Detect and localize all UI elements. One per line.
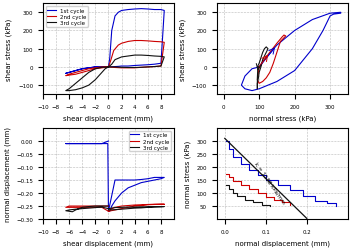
- Legend: 1st cycle, 2nd cycle, 3rd cycle: 1st cycle, 2nd cycle, 3rd cycle: [46, 7, 88, 28]
- Y-axis label: shear stress (kPa): shear stress (kPa): [180, 18, 186, 80]
- Y-axis label: normal displacement (mm): normal displacement (mm): [4, 126, 11, 221]
- X-axis label: shear displacement (mm): shear displacement (mm): [63, 240, 153, 246]
- X-axis label: normal stress (kPa): normal stress (kPa): [249, 115, 316, 121]
- Y-axis label: normal stress (kPa): normal stress (kPa): [184, 140, 191, 207]
- Y-axis label: shear stress (kPa): shear stress (kPa): [6, 18, 12, 80]
- X-axis label: normal displacement (mm): normal displacement (mm): [235, 240, 330, 246]
- X-axis label: shear displacement (mm): shear displacement (mm): [63, 115, 153, 121]
- Text: k = 1538 kPa/mm: k = 1538 kPa/mm: [253, 161, 286, 204]
- Legend: 1st cycle, 2nd cycle, 3rd cycle: 1st cycle, 2nd cycle, 3rd cycle: [129, 131, 171, 152]
